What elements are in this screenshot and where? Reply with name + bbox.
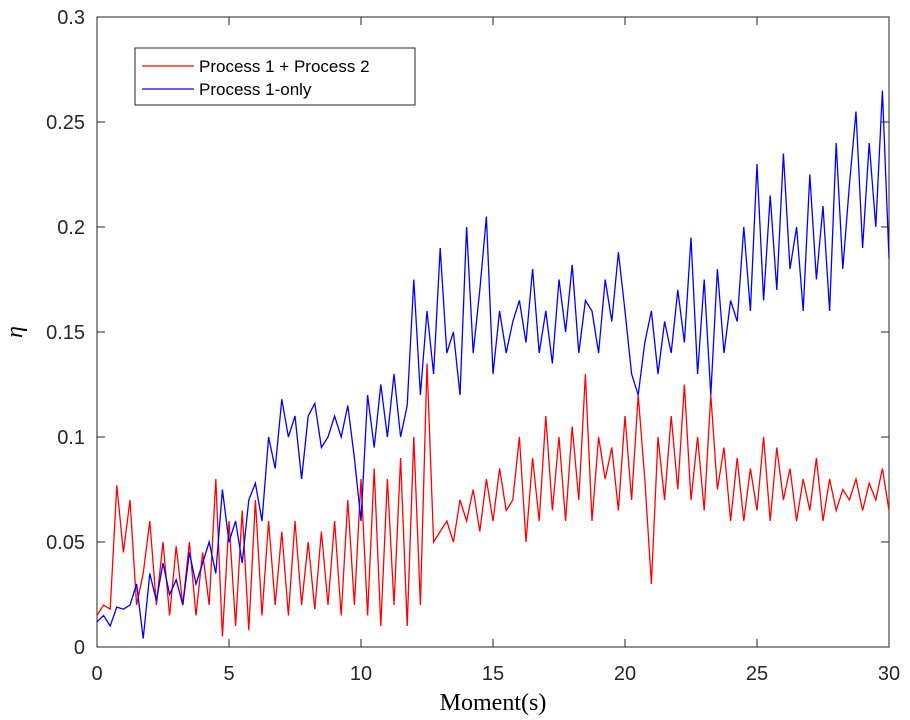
y-axis-title: η	[2, 326, 28, 338]
x-tick-label: 20	[614, 663, 636, 685]
lines	[96, 90, 890, 639]
x-tick-label: 10	[350, 663, 372, 685]
x-tick-label: 0	[91, 663, 102, 685]
legend-label: Process 1 + Process 2	[199, 57, 370, 76]
legend: Process 1 + Process 2 Process 1-only	[134, 47, 416, 106]
y-tick-label: 0.1	[57, 427, 85, 449]
series-line	[96, 363, 890, 637]
y-tick-label: 0.25	[46, 112, 85, 134]
y-tick-label: 0	[74, 637, 85, 659]
y-tick-label: 0.3	[57, 7, 85, 29]
y-tick-label: 0.15	[46, 322, 85, 344]
x-axis-title: Moment(s)	[440, 690, 547, 716]
plot-frame	[96, 16, 890, 648]
ticks: 0 5 10 15 20 25 30 0 0.05 0.1 0.15 0.2 0.25 0.3	[46, 7, 900, 685]
x-tick-label: 15	[482, 663, 504, 685]
legend-label: Process 1-only	[199, 80, 312, 99]
x-tick-label: 30	[878, 663, 900, 685]
legend-box	[134, 47, 416, 106]
y-tick-label: 0.2	[57, 217, 85, 239]
series-line	[96, 90, 890, 639]
x-tick-label: 25	[746, 663, 768, 685]
x-tick-label: 5	[223, 663, 234, 685]
y-tick-label: 0.05	[46, 532, 85, 554]
